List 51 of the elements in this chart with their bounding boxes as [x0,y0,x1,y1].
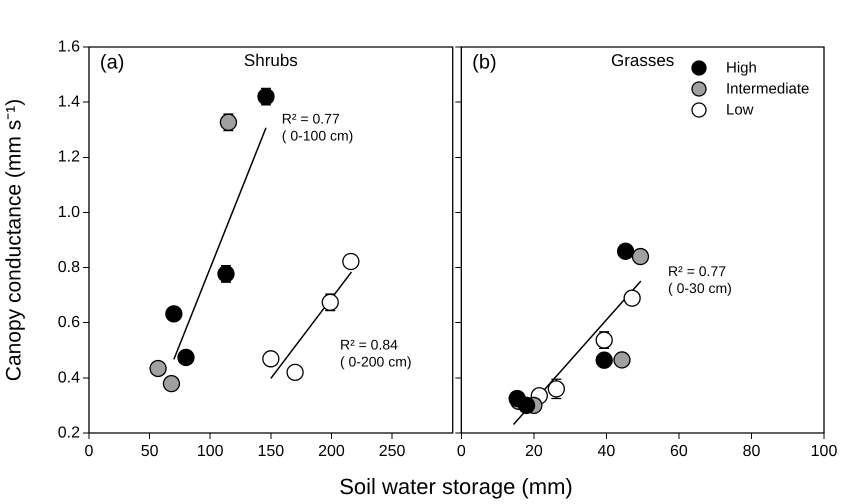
x-tick-label: 80 [742,443,760,460]
chart-title: Shrubs [244,51,298,70]
y-tick-label: 0.4 [58,369,80,386]
x-tick-label: 60 [670,443,688,460]
x-tick-label: 50 [140,443,159,460]
point [596,331,613,350]
x-tick-label: 40 [597,443,616,460]
legend-label: Low [726,102,754,119]
point [613,351,631,369]
point [257,88,275,106]
x-tick-label: 250 [378,443,406,460]
y-tick-label: 1.6 [58,38,80,56]
point [220,113,238,132]
annotation: R² = 0.77 ( 0-100 cm) [282,110,354,144]
point [162,374,180,392]
point [616,242,634,260]
y-tick-label: 0.8 [58,258,80,276]
x-tick-label: 150 [258,443,284,460]
point [149,360,167,378]
x-tick-label: 100 [196,443,224,460]
point [217,264,235,283]
point [177,348,195,366]
annotation: R² = 0.77 ( 0-30 cm) [668,262,732,296]
x-tick-label: 0 [456,443,466,460]
y-axis-title: Canopy conductance (mm s⁻¹) [2,98,26,382]
point [548,380,565,398]
x-tick-label: 100 [810,443,838,460]
point [596,352,613,369]
annotation: (a) [100,51,124,74]
point [262,350,280,368]
point [165,305,183,323]
point [632,248,650,266]
point [623,290,641,307]
legend-label: Intermediate [726,80,810,98]
y-tick-label: 0.2 [58,424,80,442]
y-tick-label: 0.6 [58,314,80,332]
x-tick-label: 0 [84,443,94,460]
annotation: (b) [472,51,497,74]
point [322,293,339,312]
x-axis-title: Soil water storage (mm) [338,474,574,500]
x-tick-label: 200 [318,443,345,460]
annotation: R² = 0.84 ( 0-200 cm) [340,336,412,370]
y-tick-label: 1.4 [58,94,80,111]
x-tick-label: 20 [524,443,543,460]
chart-title: Grasses [611,51,674,70]
point [342,252,360,270]
point [518,396,536,414]
legend-label: High [726,60,757,77]
point [286,364,304,381]
y-tick-label: 1.2 [58,148,80,166]
y-tick-label: 1.0 [58,204,80,221]
